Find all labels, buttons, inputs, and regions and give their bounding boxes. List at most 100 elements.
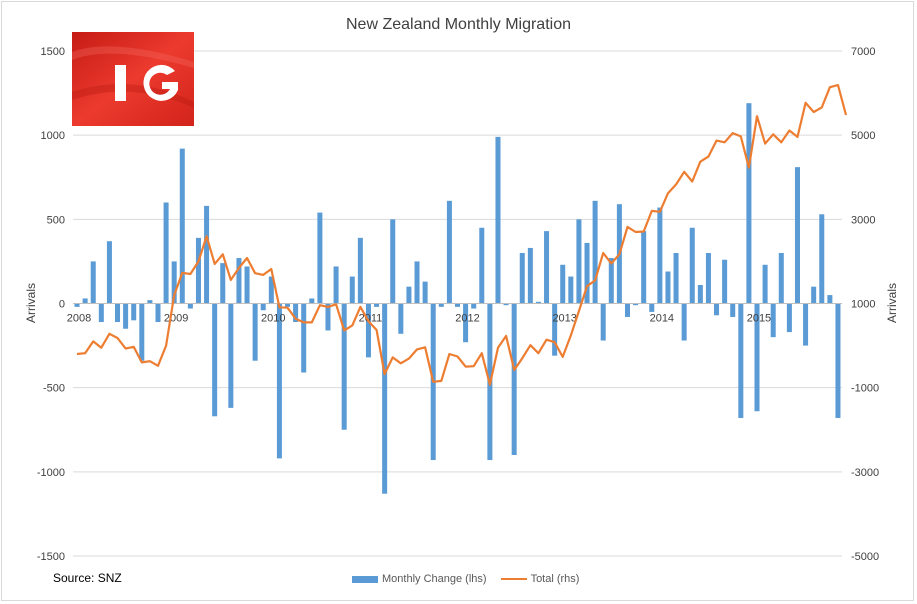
bar: [714, 303, 720, 316]
y-left-tick-label: -500: [43, 383, 65, 395]
bar: [519, 253, 525, 304]
y-right-tick-label: 3000: [851, 214, 875, 226]
bar: [722, 259, 728, 304]
y-left-tick-label: -1000: [37, 467, 65, 479]
bar: [365, 303, 371, 358]
bar: [139, 303, 145, 361]
bar: [74, 303, 80, 307]
bar: [681, 303, 687, 341]
bar: [131, 303, 137, 321]
bar: [90, 261, 96, 304]
bar: [608, 258, 614, 304]
legend-line-swatch: [500, 578, 527, 580]
bar: [794, 167, 800, 304]
bar: [317, 212, 323, 304]
bar: [770, 303, 776, 338]
y-right-tick-label: 7000: [851, 46, 875, 58]
y-left-tick-label: -1500: [37, 551, 65, 563]
bar: [495, 136, 501, 304]
y-left-tick-label: 1500: [41, 46, 65, 58]
bar: [171, 261, 177, 304]
bar: [552, 303, 558, 356]
source-label: Source: SNZ: [53, 571, 122, 585]
bar: [584, 242, 590, 304]
bar: [819, 214, 825, 304]
bar: [228, 303, 234, 408]
ig-logo-icon: [72, 32, 194, 126]
bar: [835, 303, 841, 418]
x-tick-label: 2012: [455, 313, 479, 325]
x-tick-label: 2010: [261, 313, 285, 325]
y-right-tick-label: -1000: [851, 383, 879, 395]
bar: [187, 303, 193, 309]
bar: [665, 271, 671, 304]
bar: [438, 303, 444, 307]
bar: [260, 303, 266, 311]
y-right-tick-label: -3000: [851, 467, 879, 479]
bar: [786, 303, 792, 333]
bar: [754, 303, 760, 412]
bar: [560, 264, 566, 304]
y-right-tick-label: 1000: [851, 299, 875, 311]
bar: [649, 303, 655, 312]
bar: [357, 237, 363, 304]
y-left-tick-label: 500: [47, 214, 65, 226]
y-left-tick-label: 1000: [41, 130, 65, 142]
x-tick-label: 2009: [164, 313, 188, 325]
bar: [341, 303, 347, 430]
bar: [479, 227, 485, 304]
bar: [414, 261, 420, 304]
bar: [220, 263, 226, 304]
bar: [762, 264, 768, 304]
bar: [276, 303, 282, 459]
legend-label-monthly-change: Monthly Change (lhs): [382, 573, 487, 585]
bar: [697, 284, 703, 304]
bar: [398, 303, 404, 334]
y-right-tick-label: 5000: [851, 130, 875, 142]
bar: [390, 219, 396, 304]
bar: [163, 202, 169, 304]
x-tick-label: 2013: [552, 313, 576, 325]
bar: [293, 303, 299, 323]
bar: [738, 303, 744, 418]
bar: [746, 103, 752, 304]
bar: [705, 253, 711, 304]
legend-item-total: Total (rhs): [500, 573, 579, 585]
legend-item-monthly-change: Monthly Change (lhs): [352, 573, 487, 585]
bar: [382, 303, 388, 494]
bar: [212, 303, 218, 417]
bar: [624, 303, 630, 317]
bar: [689, 227, 695, 304]
bar: [155, 303, 161, 323]
bar: [778, 253, 784, 304]
bar: [454, 303, 461, 307]
bar: [236, 258, 242, 304]
bar: [446, 200, 452, 304]
bar: [511, 303, 517, 455]
bar: [301, 303, 307, 373]
bar: [527, 247, 533, 304]
bar: [333, 266, 339, 304]
bar: [422, 281, 428, 304]
bar: [576, 219, 582, 304]
bar: [195, 237, 201, 304]
bar: [463, 303, 469, 343]
bar: [147, 300, 153, 304]
bar: [633, 303, 639, 306]
bar: [406, 286, 412, 304]
bar: [657, 207, 663, 304]
bar: [374, 303, 380, 307]
bar: [244, 266, 250, 304]
bar: [309, 298, 315, 304]
bar: [325, 303, 331, 331]
y-left-tick-label: 0: [59, 299, 65, 311]
bar: [600, 303, 606, 341]
bar: [349, 276, 355, 304]
ig-logo: [72, 32, 194, 126]
bar: [811, 286, 817, 304]
bar: [179, 148, 185, 304]
bar: [503, 303, 509, 306]
